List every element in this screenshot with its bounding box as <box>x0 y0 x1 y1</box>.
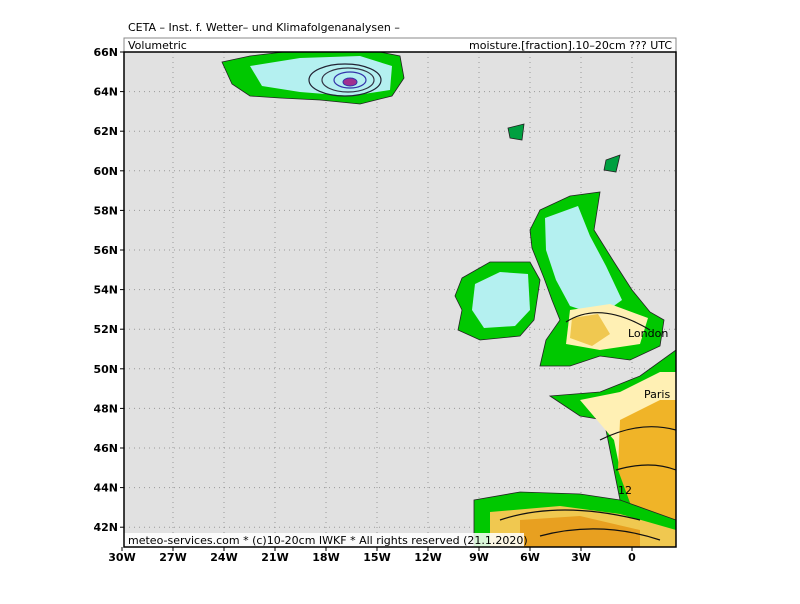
lon-label: 9W <box>469 551 489 564</box>
lon-label: 6W <box>520 551 540 564</box>
city-label: London <box>628 327 668 340</box>
lat-label: 54N <box>93 284 118 297</box>
contours <box>499 312 676 541</box>
iceland-moist <box>250 56 392 96</box>
header-right: moisture.[fraction].10–20cm ??? UTC <box>469 39 672 52</box>
axes: 66N 64N 62N 60N 58N 56N 54N 52N 50N 48N 46N 44N 42N 3… <box>93 46 636 564</box>
contour-label: 12 <box>618 484 632 497</box>
shetland <box>603 154 621 173</box>
lat-label: 42N <box>93 521 118 534</box>
map-area: London Paris 12 meteo-services.com * (c)… <box>124 52 676 547</box>
footer-box <box>124 533 524 547</box>
lon-label: 24W <box>210 551 237 564</box>
lon-label: 12W <box>414 551 441 564</box>
ireland-moist <box>472 272 530 328</box>
lat-label: 58N <box>93 204 118 217</box>
gb-moist <box>545 206 622 316</box>
lat-label: 50N <box>93 363 118 376</box>
lat-label: 46N <box>93 442 118 455</box>
spain-drier <box>520 516 640 547</box>
gb-drier <box>570 314 610 346</box>
lon-label: 3W <box>571 551 591 564</box>
header-title: CETA – Inst. f. Wetter– und Klimafolgena… <box>128 21 400 34</box>
lon-label: 15W <box>363 551 390 564</box>
lon-label: 21W <box>261 551 288 564</box>
lon-label: 0 <box>628 551 636 564</box>
header-left: Volumetric <box>128 39 187 52</box>
city-label: Paris <box>644 388 670 401</box>
lat-label: 56N <box>93 244 118 257</box>
lat-label: 62N <box>93 125 118 138</box>
lat-label: 48N <box>93 402 118 415</box>
lon-label: 18W <box>312 551 339 564</box>
faroe <box>507 123 525 141</box>
lat-label: 44N <box>93 482 118 495</box>
frame <box>123 51 677 548</box>
lat-label: 66N <box>93 46 118 59</box>
lat-label: 60N <box>93 165 118 178</box>
lon-label: 30W <box>108 551 135 564</box>
lon-label: 27W <box>159 551 186 564</box>
footer: meteo-services.com * (c)10-20cm IWKF * A… <box>128 534 528 547</box>
lat-label: 52N <box>93 323 118 336</box>
lat-label: 64N <box>93 86 118 99</box>
iceland-contours <box>308 63 382 97</box>
